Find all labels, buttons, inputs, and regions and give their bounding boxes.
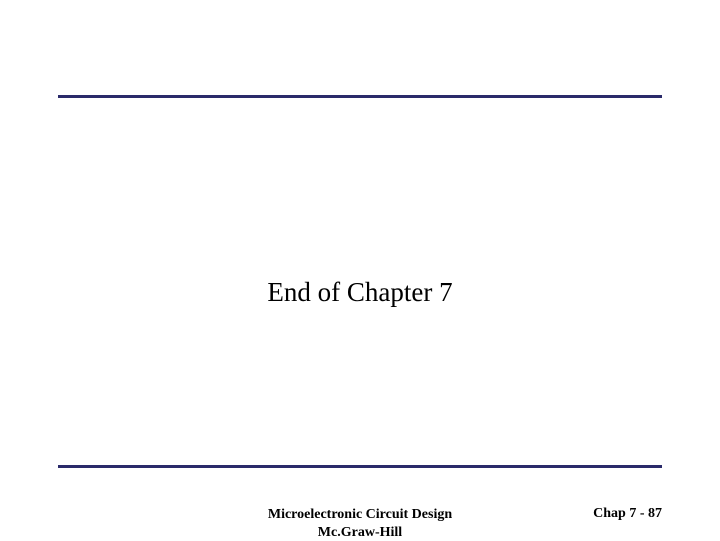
footer-book-title: Microelectronic Circuit Design [268, 506, 452, 524]
footer-center: Microelectronic Circuit Design Mc.Graw-H… [268, 506, 452, 541]
slide-container: End of Chapter 7 Microelectronic Circuit… [0, 0, 720, 540]
footer: Microelectronic Circuit Design Mc.Graw-H… [58, 506, 662, 522]
body-area: End of Chapter 7 [58, 100, 662, 444]
footer-publisher: Mc.Graw-Hill [268, 524, 452, 541]
body-text: End of Chapter 7 [267, 277, 452, 308]
footer-page-number: Chap 7 - 87 [593, 506, 662, 522]
bottom-divider [58, 465, 662, 468]
top-divider [58, 95, 662, 98]
